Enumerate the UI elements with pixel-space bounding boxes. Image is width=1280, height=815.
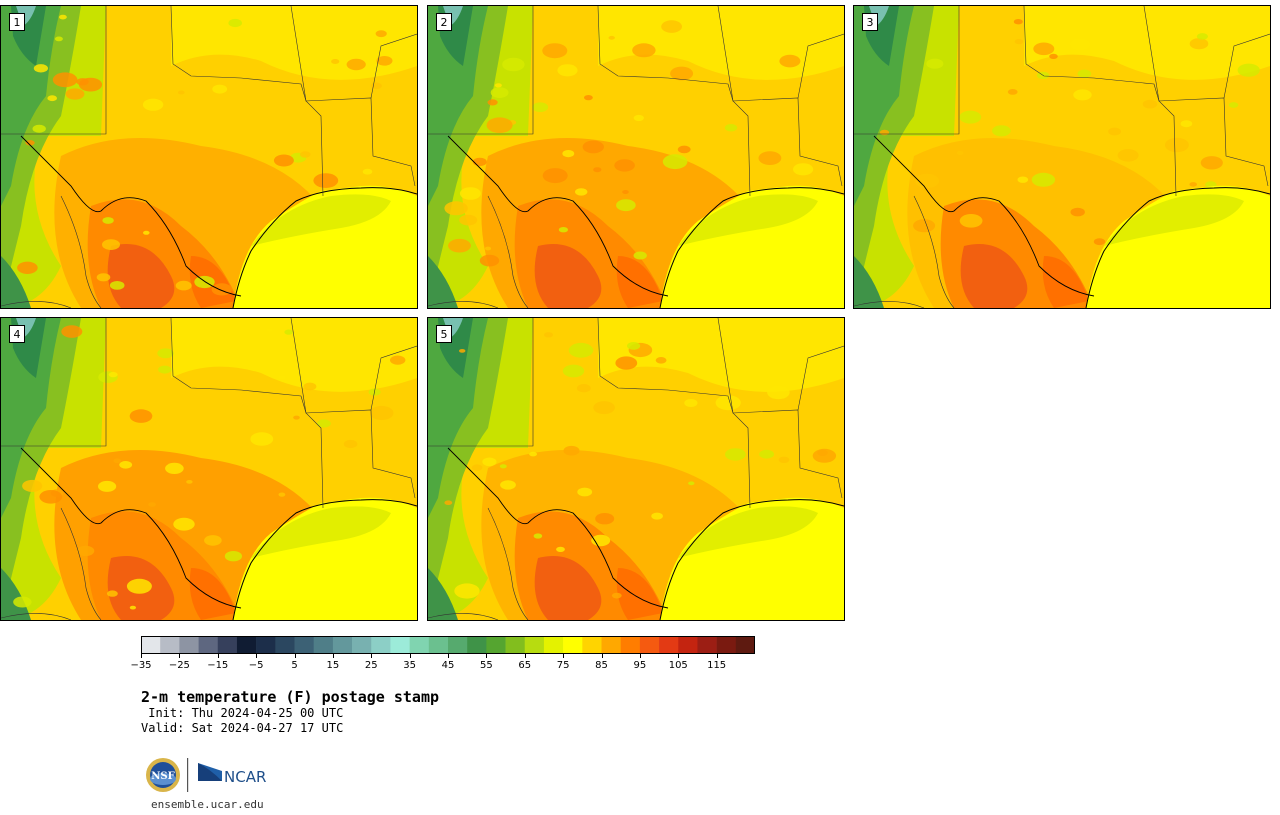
colorbar-ticks: −35 −25 −15 −5 5 15 25 35 45 55 65 75 85 95 105 115 [130, 654, 781, 674]
colorbar-tick-label: 35 [403, 660, 416, 671]
colorbar-tick-label: −15 [207, 660, 229, 671]
colorbar-bin [467, 636, 487, 654]
colorbar-bin [371, 636, 391, 654]
colorbar-tick-label: 25 [364, 660, 378, 671]
colorbar-bin [735, 636, 755, 654]
temperature-map [428, 6, 844, 308]
colorbar-tick-label: 85 [595, 660, 608, 671]
panel-number: 5 [436, 325, 452, 343]
map-panel: 1 [0, 5, 418, 309]
colorbar-tick-label: −35 [130, 660, 152, 671]
colorbar-bin [294, 636, 314, 654]
nsf-logo-icon: NSF [146, 758, 180, 792]
colorbar-bin [601, 636, 621, 654]
nsf-ncar-logos: NSF NCAR [146, 758, 266, 792]
panel-number: 4 [9, 325, 25, 343]
colorbar-bin [563, 636, 583, 654]
colorbar-bin [716, 636, 737, 654]
colorbar-bin [639, 636, 660, 654]
colorbar-tick [409, 654, 411, 658]
colorbar-bin [160, 636, 180, 654]
colorbar-tick [563, 654, 565, 658]
colorbar-bin [486, 636, 506, 654]
colorbar-tick-label: 115 [707, 660, 727, 671]
colorbar-tick [141, 654, 142, 658]
colorbar-bin [697, 636, 717, 654]
colorbar-tick [448, 654, 449, 658]
colorbar-bin [236, 636, 257, 654]
colorbar-tick [217, 654, 219, 658]
valid-time: Valid: Sat 2024-04-27 17 UTC [141, 721, 344, 735]
colorbar-tick-label: 105 [668, 660, 688, 671]
colorbar-bin [198, 636, 219, 654]
colorbar-bin [505, 636, 526, 654]
colorbar-tick-label: 45 [441, 660, 455, 671]
colorbar-tick [639, 654, 641, 658]
temperature-map [428, 318, 844, 620]
map-panel: 5 [427, 317, 845, 621]
colorbar-bin [428, 636, 449, 654]
colorbar-bin [659, 636, 679, 654]
colorbar-tick [371, 654, 373, 658]
colorbar-tick [716, 654, 718, 658]
colorbar-bin [409, 636, 430, 654]
colorbar [141, 636, 755, 654]
map-panel: 2 [427, 5, 845, 309]
colorbar-bin [275, 636, 295, 654]
map-panel: 3 [853, 5, 1271, 309]
colorbar-tick-label: −25 [168, 660, 190, 671]
temperature-map [1, 318, 417, 620]
colorbar-bin [524, 636, 545, 654]
colorbar-bin [448, 636, 468, 654]
colorbar-tick [294, 654, 296, 658]
colorbar-tick [678, 654, 680, 658]
colorbar-tick-label: 65 [518, 660, 532, 671]
colorbar-bin [332, 636, 353, 654]
site-url: ensemble.ucar.edu [151, 798, 264, 811]
colorbar-bin [582, 636, 602, 654]
colorbar-bin [543, 636, 564, 654]
colorbar-tick-label: 15 [326, 660, 340, 671]
colorbar-bin [256, 636, 276, 654]
colorbar-tick [332, 654, 334, 658]
colorbar-bin [217, 636, 238, 654]
colorbar-bin [620, 636, 641, 654]
colorbar-tick [179, 654, 181, 658]
svg-text:NCAR: NCAR [224, 768, 266, 786]
panel-number: 2 [436, 13, 452, 31]
colorbar-tick-label: 55 [480, 660, 493, 671]
colorbar-bin [390, 636, 410, 654]
colorbar-bin [678, 636, 698, 654]
colorbar-tick [524, 654, 526, 658]
colorbar-tick [256, 654, 258, 658]
temperature-map [1, 6, 417, 308]
temperature-map [854, 6, 1270, 308]
colorbar-tick-label: 75 [556, 660, 570, 671]
init-time: Init: Thu 2024-04-25 00 UTC [141, 706, 344, 720]
colorbar-tick [486, 654, 488, 658]
svg-text:NSF: NSF [151, 771, 174, 782]
colorbar-bin [179, 636, 199, 654]
colorbar-tick [601, 654, 603, 658]
colorbar-bin [352, 636, 372, 654]
colorbar-bin [141, 636, 161, 654]
colorbar-tick-label: 5 [291, 660, 298, 671]
colorbar-tick-label: −5 [248, 660, 264, 671]
panel-number: 1 [9, 13, 25, 31]
map-panel: 4 [0, 317, 418, 621]
panel-number: 3 [862, 13, 878, 31]
colorbar-tick-label: 95 [633, 660, 647, 671]
ncar-logo-icon: NCAR [198, 763, 266, 786]
colorbar-bin [313, 636, 334, 654]
chart-title: 2-m temperature (F) postage stamp [141, 688, 440, 706]
